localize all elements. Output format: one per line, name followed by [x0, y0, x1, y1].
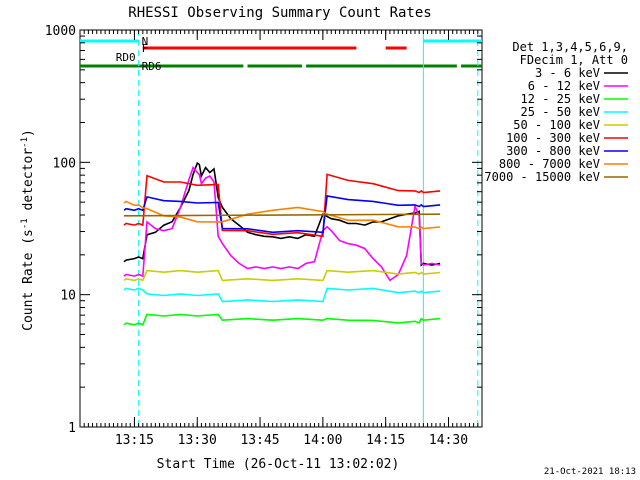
x-tick-label: 13:15 [115, 433, 154, 448]
x-tick-label: 13:30 [178, 433, 217, 448]
x-tick-label: 13:45 [240, 433, 279, 448]
series-line-25-50-kev [123, 287, 441, 303]
legend-entry-6-12-kev: 6 - 12 keV [528, 79, 600, 93]
x-tick-label: 14:00 [303, 433, 342, 448]
y-tick-label: 100 [53, 156, 76, 171]
state-bars: NF RD0 RD6 [80, 35, 482, 73]
y-axis-ticks: 1 10 100 1000 [45, 24, 482, 436]
legend-entry-7000-15000-kev: 7000 - 15000 keV [484, 170, 600, 184]
series-line-6-12-kev [123, 166, 441, 282]
series-line-100-300-kev [123, 173, 441, 238]
state-bar-label-n: N [142, 35, 149, 48]
series-line-300-800-kev [123, 194, 441, 234]
legend-entry-300-800-kev: 300 - 800 keV [506, 144, 600, 158]
series-line-50-100-kev [123, 269, 441, 282]
legend: Det 1,3,4,5,6,9, FDecim 1, Att 0 3 - 6 k… [484, 40, 628, 184]
legend-header-line-2: FDecim 1, Att 0 [520, 53, 628, 67]
x-axis-ticks: 13:15 13:30 13:45 14:00 14:15 14:30 [83, 30, 479, 448]
series-line-800-7000-kev [123, 200, 441, 230]
state-bar-label-f: F [142, 42, 149, 55]
legend-entry-800-7000-kev: 800 - 7000 keV [499, 157, 600, 171]
x-tick-label: 14:15 [366, 433, 405, 448]
series-line-7000-15000-kev [123, 213, 441, 217]
timestamp-stamp: 21-Oct-2021 18:13 [544, 467, 636, 477]
state-bar-label-rd6: RD6 [142, 60, 162, 73]
x-tick-label: 14:30 [429, 433, 468, 448]
legend-header-line-1: Det 1,3,4,5,6,9, [512, 40, 628, 54]
y-tick-label: 1 [68, 421, 76, 436]
chart-title: RHESSI Observing Summary Count Rates [128, 5, 431, 21]
legend-entry-100-300-kev: 100 - 300 keV [506, 131, 600, 145]
state-bar-label-rd0: RD0 [116, 51, 136, 64]
y-tick-label: 10 [60, 289, 76, 304]
legend-entry-3-6-kev: 3 - 6 keV [535, 66, 600, 80]
x-axis-label: Start Time (26-Oct-11 13:02:02) [157, 457, 400, 472]
series-line-3-6-kev [123, 161, 441, 267]
series-line-12-25-kev [123, 313, 441, 326]
legend-entry-50-100-kev: 50 - 100 keV [513, 118, 600, 132]
y-tick-label: 1000 [45, 24, 76, 39]
series-layer [123, 161, 441, 326]
y-axis-label: Count Rate (s-1 detector-1) [20, 129, 36, 331]
legend-entry-25-50-kev: 25 - 50 keV [521, 105, 600, 119]
legend-entry-12-25-kev: 12 - 25 keV [521, 92, 600, 106]
